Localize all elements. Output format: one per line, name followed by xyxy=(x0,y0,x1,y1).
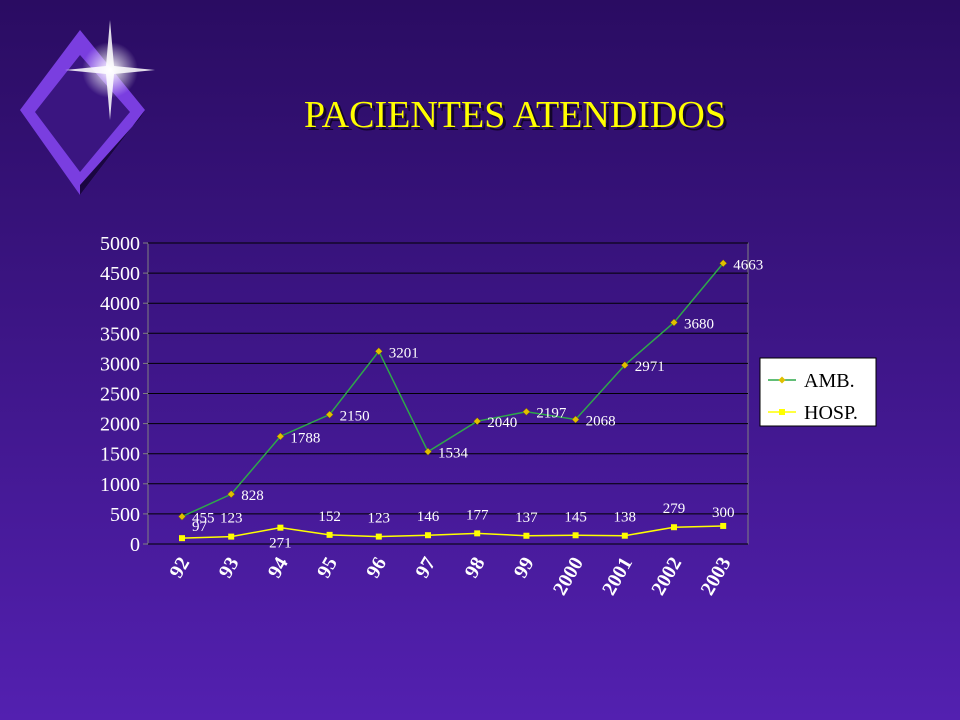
marker xyxy=(719,259,728,268)
data-label: 2971 xyxy=(635,359,665,375)
data-label: 138 xyxy=(614,510,637,526)
legend-marker xyxy=(778,376,786,384)
line xyxy=(181,525,724,539)
marker xyxy=(720,522,727,529)
data-label: 2150 xyxy=(340,409,370,425)
y-tick-label: 3500 xyxy=(100,323,140,345)
marker xyxy=(473,417,482,426)
marker xyxy=(424,447,432,456)
marker xyxy=(179,535,185,542)
legend: AMB. HOSP. xyxy=(759,357,877,427)
data-label: 145 xyxy=(564,509,587,525)
legend-marker xyxy=(779,409,785,415)
chart-title: PACIENTES ATENDIDOS xyxy=(304,94,726,136)
data-label: 1534 xyxy=(438,446,469,462)
marker xyxy=(571,415,580,424)
legend-box xyxy=(759,357,877,427)
data-label: 828 xyxy=(241,488,264,504)
decoration xyxy=(20,20,155,195)
marker xyxy=(425,532,431,539)
marker xyxy=(671,524,677,531)
marker xyxy=(227,490,236,499)
data-label: 3680 xyxy=(684,316,714,332)
marker xyxy=(670,318,678,327)
data-label: 123 xyxy=(368,511,391,527)
y-tick-label: 1500 xyxy=(100,444,140,466)
data-label: 4663 xyxy=(733,257,763,273)
marker xyxy=(621,532,628,539)
data-label: 146 xyxy=(417,509,440,525)
marker xyxy=(326,531,333,538)
marker xyxy=(572,532,579,539)
title-shadow: PACIENTES ATENDIDOS xyxy=(307,97,729,139)
data-label: 279 xyxy=(663,501,686,517)
data-label: 3201 xyxy=(389,345,419,361)
y-tick-label: 2000 xyxy=(100,414,140,436)
line xyxy=(181,262,724,518)
data-label: 300 xyxy=(712,505,735,521)
data-label: 123 xyxy=(220,511,243,527)
y-tick-label: 1000 xyxy=(100,474,140,496)
marker xyxy=(178,512,186,521)
marker xyxy=(522,407,531,416)
data-label: 455 xyxy=(192,511,215,527)
y-tick-label: 4000 xyxy=(100,293,140,315)
marker xyxy=(228,533,235,540)
y-tick-label: 4500 xyxy=(100,263,140,285)
legend-label: HOSP. xyxy=(804,402,858,424)
marker xyxy=(277,524,284,531)
y-tick-label: 500 xyxy=(110,504,140,526)
data-label: 2040 xyxy=(487,415,517,431)
data-label: 177 xyxy=(466,507,489,523)
y-tick-label: 2500 xyxy=(100,384,140,406)
y-tick-label: 3000 xyxy=(100,353,140,375)
marker xyxy=(375,533,382,540)
data-label: 152 xyxy=(318,509,341,525)
y-tick-label: 5000 xyxy=(100,233,140,255)
data-label: 97 xyxy=(192,519,208,535)
data-label: 2197 xyxy=(536,406,567,422)
marker xyxy=(523,532,530,539)
data-label: 1788 xyxy=(290,430,320,446)
data-label: 137 xyxy=(515,510,538,526)
marker xyxy=(474,530,481,537)
marker xyxy=(374,347,383,356)
marker xyxy=(325,410,334,419)
data-label: 271 xyxy=(269,536,292,552)
legend-label: AMB. xyxy=(804,370,855,392)
y-tick-label: 0 xyxy=(130,534,140,556)
marker xyxy=(620,361,629,369)
data-label: 2068 xyxy=(586,414,616,430)
marker xyxy=(276,432,285,441)
